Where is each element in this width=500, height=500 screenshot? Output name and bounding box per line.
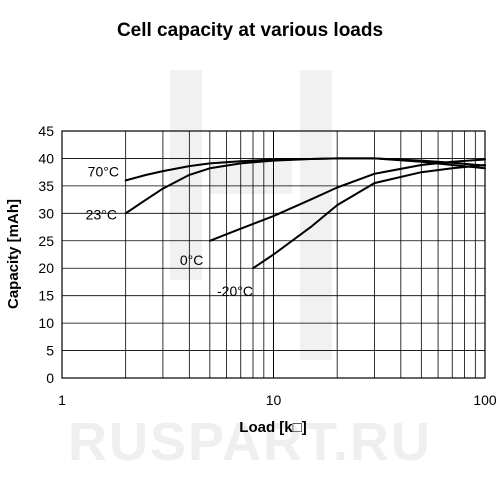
series-line [208, 158, 486, 242]
series-label: 70°C [88, 163, 119, 179]
watermark-bar-center [210, 160, 292, 194]
watermark-bar-lower [300, 280, 332, 360]
y-tick-label: 45 [38, 123, 54, 139]
series-line [124, 157, 486, 215]
series-lines [124, 157, 486, 270]
y-tick-label: 40 [38, 150, 54, 166]
watermark-bar-right [300, 70, 332, 280]
series-labels: 70°C 23°C 0°C -20°C [86, 163, 253, 299]
y-tick-label: 15 [38, 288, 54, 304]
x-tick-label: 1 [58, 392, 66, 408]
series-line [124, 157, 486, 182]
series-label: -20°C [217, 283, 253, 299]
series-line [252, 164, 486, 270]
y-tick-label: 25 [38, 233, 54, 249]
series-label: 23°C [86, 206, 117, 222]
y-tick-label: 30 [38, 205, 54, 221]
watermark-bar-left [170, 70, 202, 280]
y-tick-label: 0 [46, 370, 54, 386]
x-axis-label: Load [k□] [239, 419, 306, 436]
x-tick-label: 100 [473, 392, 497, 408]
x-tick-label: 10 [266, 392, 282, 408]
y-tick-label: 20 [38, 260, 54, 276]
plot-frame [61, 130, 486, 379]
chart-title: Cell capacity at various loads [117, 20, 383, 41]
y-tick-label: 35 [38, 178, 54, 194]
y-axis-label: Capacity [mAh] [5, 199, 22, 309]
y-tick-label: 5 [46, 343, 54, 359]
series-label: 0°C [180, 252, 204, 268]
watermark-text: RUSPART.RU [68, 412, 432, 472]
y-tick-label: 10 [38, 315, 54, 331]
tick-labels: 0 5 10 15 20 25 30 35 40 45 1 10 100 [38, 123, 496, 408]
watermark: RUSPART.RU [68, 70, 432, 472]
